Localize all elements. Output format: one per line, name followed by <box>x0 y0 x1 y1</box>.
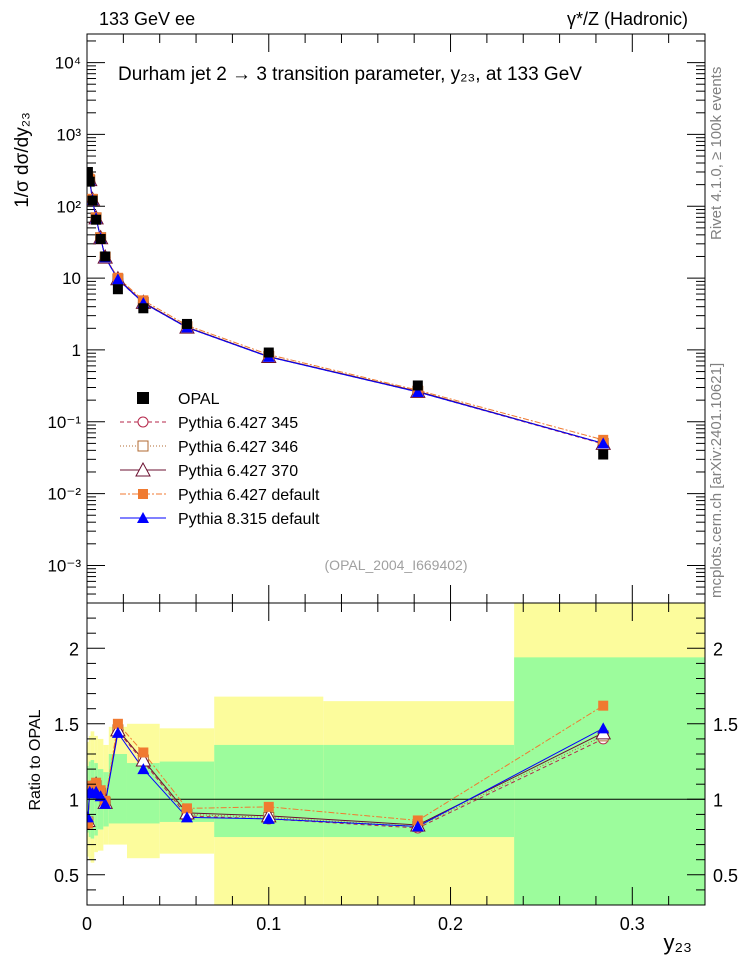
legend: OPAL Pythia 6.427 345 Pythia 6.427 346 Pyth… <box>120 391 320 528</box>
main-panel: 10⁴ 10³ 10² 10 1 10⁻¹ 10⁻² 10⁻³ 1/σ dσ/dy₂₃ Dur… <box>12 34 705 603</box>
figure: 133 GeV ee γ*/Z (Hadronic) Rivet 4.1.0, … <box>0 0 746 972</box>
main-series-line <box>88 177 603 440</box>
main-y-tick-label: 10 <box>62 269 81 288</box>
main-series-line <box>88 176 603 444</box>
x-tick-label: 0.3 <box>620 914 645 934</box>
data-point <box>96 234 106 244</box>
data-point <box>100 251 110 261</box>
data-point <box>113 284 123 294</box>
mcplots-label: mcplots.cern.ch [arXiv:2401.10621] <box>708 363 725 598</box>
chart-title: Durham jet 2 → 3 transition parameter, y… <box>118 64 582 85</box>
ratio-y-tick-label: 0.5 <box>54 866 79 886</box>
main-y-tick-label: 1 <box>72 341 81 360</box>
legend-entry: Pythia 6.427 default <box>120 487 320 504</box>
legend-marker <box>137 392 149 404</box>
legend-entry: Pythia 6.427 346 <box>120 439 298 456</box>
main-y-axis-label: 1/σ dσ/dy₂₃ <box>12 112 33 208</box>
main-y-tick-label: 10⁴ <box>55 54 81 73</box>
data-point <box>413 380 423 390</box>
ratio-y-tick-label: 1 <box>69 790 79 810</box>
ratio-y-tick-label: 1.5 <box>54 715 79 735</box>
data-point <box>598 450 608 460</box>
legend-entry: Pythia 6.427 345 <box>120 415 298 432</box>
legend-label: Pythia 6.427 370 <box>178 463 298 480</box>
legend-label: Pythia 8.315 default <box>178 511 320 528</box>
main-series <box>81 167 610 460</box>
ratio-y-axis-label: Ratio to OPAL <box>27 709 44 810</box>
ratio-point <box>598 701 608 711</box>
legend-marker <box>138 441 148 451</box>
x-tick-label: 0.1 <box>256 914 281 934</box>
data-point <box>182 319 192 329</box>
legend-marker <box>138 417 148 427</box>
main-y-tick-label: 10⁻¹ <box>47 413 81 432</box>
main-series-line <box>88 178 603 444</box>
uncertainty-band-inner <box>514 657 705 905</box>
process-label: γ*/Z (Hadronic) <box>567 9 688 29</box>
x-tick-label: 0.2 <box>438 914 463 934</box>
analysis-watermark: (OPAL_2004_I669402) <box>325 557 468 573</box>
main-y-tick-label: 10⁻³ <box>47 556 81 575</box>
ratio-y-tick-label-right: 0.5 <box>713 866 738 886</box>
data-point <box>138 303 148 313</box>
legend-label: Pythia 6.427 345 <box>178 415 298 432</box>
ratio-y-tick-label-right: 1 <box>713 790 723 810</box>
legend-entry: Pythia 8.315 default <box>120 511 320 528</box>
main-y-tick-label: 10⁻² <box>47 485 81 504</box>
legend-label: OPAL <box>178 391 220 408</box>
x-axis-label: y₂₃ <box>664 930 693 955</box>
ratio-point <box>138 747 148 757</box>
main-series-line <box>88 175 603 443</box>
main-y-tick-labels: 10⁴ 10³ 10² 10 1 10⁻¹ 10⁻² 10⁻³ <box>47 54 81 576</box>
rivet-label: Rivet 4.1.0, ≥ 100k events <box>708 67 725 240</box>
legend-entry: Pythia 6.427 370 <box>120 463 298 480</box>
legend-marker <box>138 489 148 499</box>
legend-label: Pythia 6.427 346 <box>178 439 298 456</box>
main-series-line <box>88 178 603 444</box>
main-y-tick-label: 10³ <box>56 125 81 144</box>
ratio-panel: 2 2 1.5 1.5 1 1 0.5 0.5 0 0.1 0.2 0.3 Ratio to OPAL… <box>27 603 738 955</box>
ratio-y-tick-label-right: 2 <box>713 639 723 659</box>
ratio-point <box>264 802 274 812</box>
legend-label: Pythia 6.427 default <box>178 487 320 504</box>
energy-label: 133 GeV ee <box>99 9 195 29</box>
data-point <box>85 177 95 187</box>
legend-entry: OPAL <box>137 391 220 408</box>
data-point <box>91 215 101 225</box>
data-point <box>87 196 97 206</box>
ratio-y-tick-label-right: 1.5 <box>713 715 738 735</box>
ratio-bands <box>87 603 705 905</box>
x-tick-label: 0 <box>82 914 92 934</box>
main-y-tick-label: 10² <box>56 197 81 216</box>
ratio-y-tick-label: 2 <box>69 639 79 659</box>
data-point <box>83 167 93 177</box>
data-point <box>264 348 274 358</box>
